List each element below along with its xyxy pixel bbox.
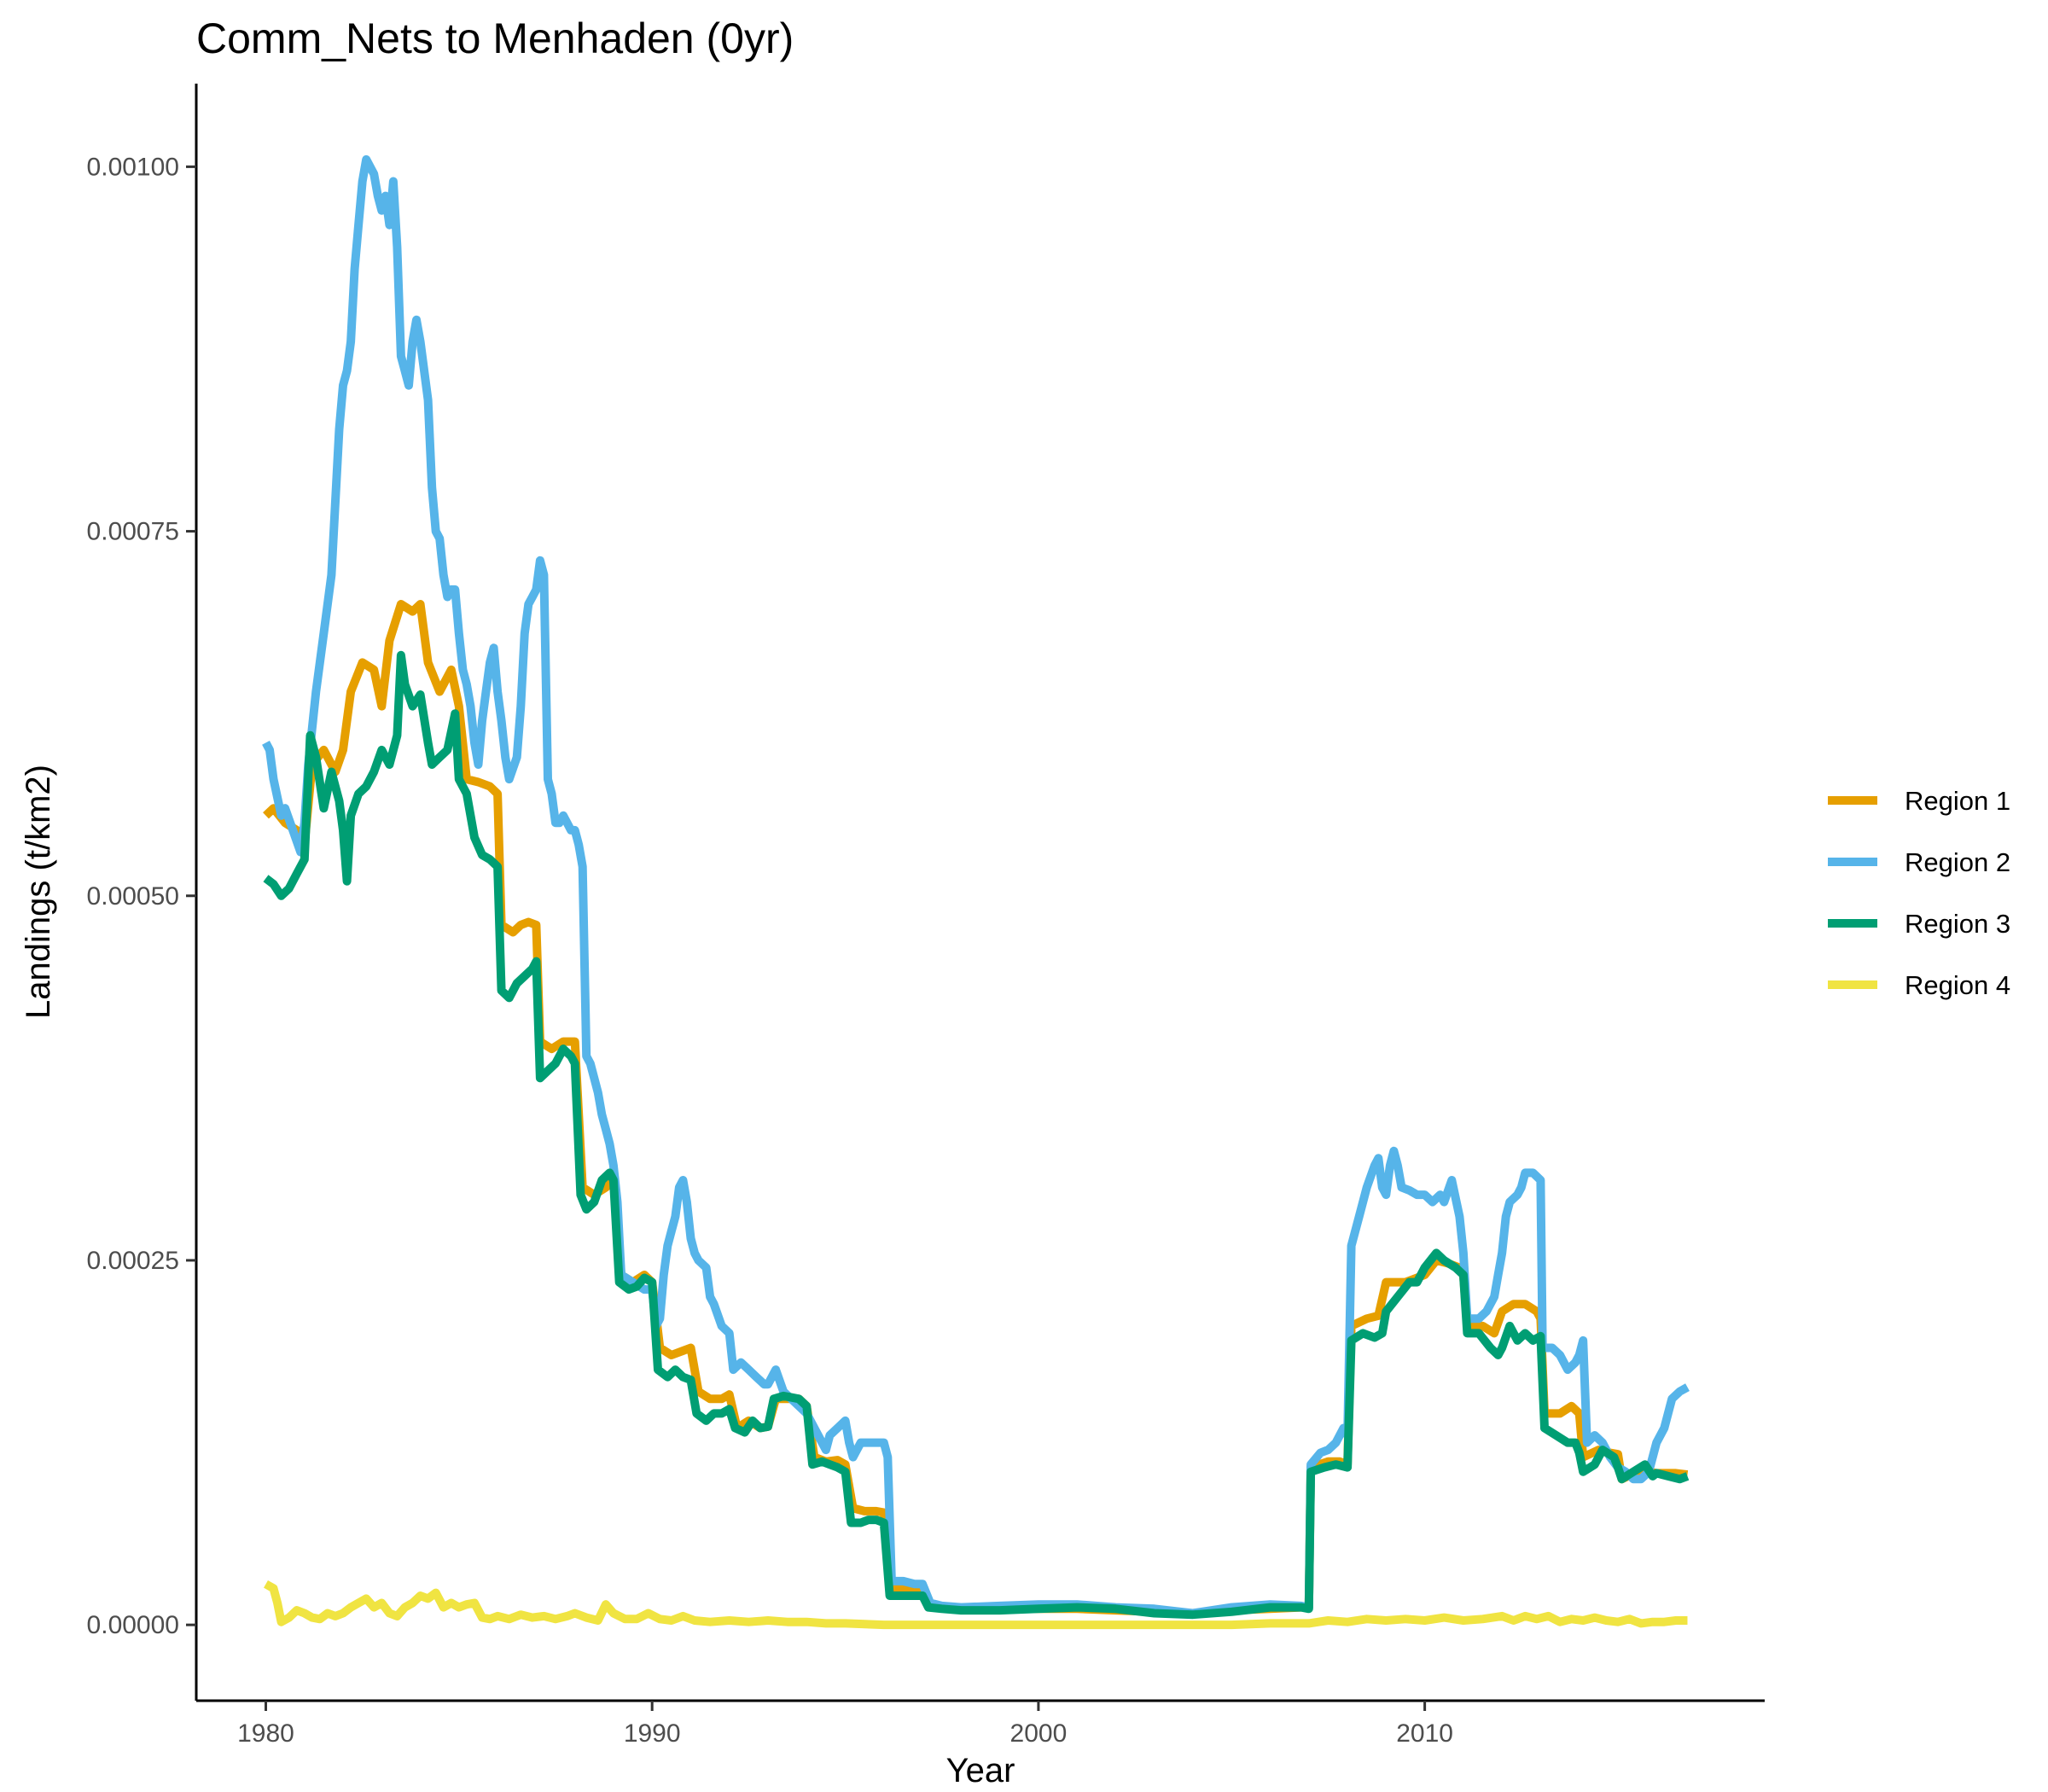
y-tick-label: 0.00100: [87, 153, 179, 181]
legend: Region 1 Region 2 Region 3 Region 4: [1828, 786, 2010, 1000]
legend-label: Region 4: [1905, 970, 2010, 1000]
series-line-region-4: [264, 1580, 1688, 1630]
series-layer: [262, 154, 1690, 1630]
y-tick-label: 0.00025: [87, 1247, 179, 1275]
x-tick-label: 1980: [237, 1719, 294, 1748]
series-line-region-3: [263, 650, 1690, 1620]
y-tick-label: 0.00050: [87, 882, 179, 911]
legend-label: Region 1: [1905, 786, 2010, 816]
legend-label: Region 3: [1905, 909, 2010, 939]
x-tick-label: 2000: [1010, 1719, 1068, 1748]
chart-title: Comm_Nets to Menhaden (0yr): [196, 15, 794, 62]
series-line-region-2: [262, 154, 1690, 1618]
x-tick-label: 1990: [624, 1719, 681, 1748]
y-tick-label: 0.00000: [87, 1611, 179, 1639]
y-axis-title: Landings (t/km2): [20, 765, 57, 1019]
y-tick-label: 0.00075: [87, 518, 179, 546]
x-tick-label: 2010: [1396, 1719, 1453, 1748]
x-axis-title: Year: [946, 1752, 1015, 1789]
legend-label: Region 2: [1905, 847, 2010, 877]
y-axis-ticks: 0.00000 0.00025 0.00050 0.00075 0.00100: [87, 153, 196, 1639]
x-axis-ticks: 1980 1990 2000 2010: [237, 1701, 1453, 1748]
